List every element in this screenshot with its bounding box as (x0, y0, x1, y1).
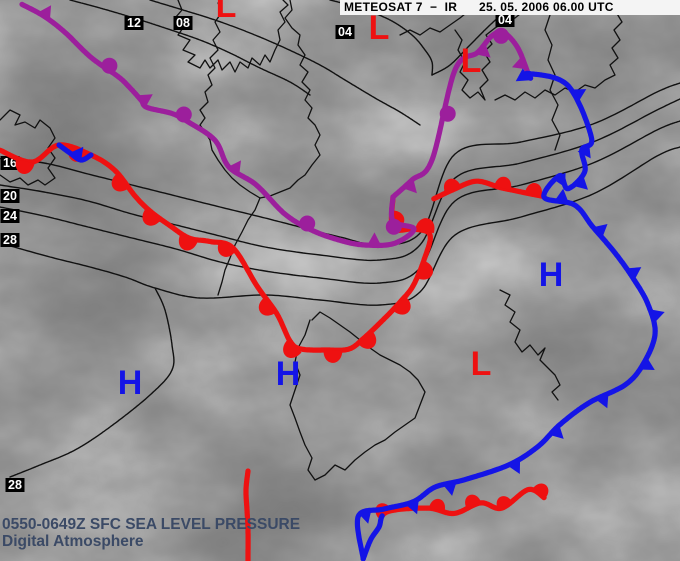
svg-text:H: H (276, 355, 301, 393)
svg-text:H: H (539, 256, 564, 294)
svg-text:L: L (461, 42, 482, 80)
svg-text:12: 12 (127, 16, 141, 30)
svg-text:04: 04 (338, 25, 352, 39)
svg-text:L: L (216, 0, 237, 25)
svg-text:L: L (471, 345, 492, 383)
svg-text:08: 08 (176, 16, 190, 30)
svg-text:24: 24 (3, 209, 17, 223)
svg-text:28: 28 (3, 233, 17, 247)
svg-text:H: H (118, 364, 143, 402)
svg-text:20: 20 (3, 189, 17, 203)
svg-text:28: 28 (8, 478, 22, 492)
svg-text:04: 04 (498, 13, 512, 27)
